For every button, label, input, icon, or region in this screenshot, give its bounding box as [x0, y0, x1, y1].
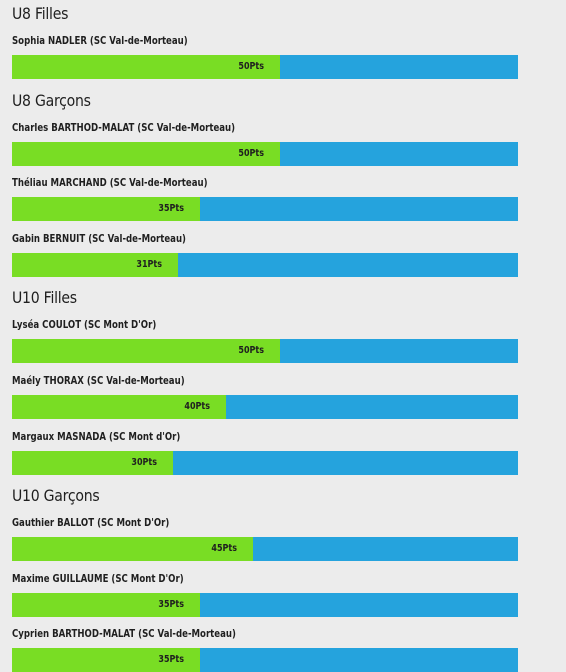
points-bar-fill: 35Pts — [12, 593, 200, 617]
athlete-name: Sophia NADLER (SC Val-de-Morteau) — [12, 34, 188, 47]
points-bar: 35Pts — [12, 593, 518, 617]
athlete-name: Théliau MARCHAND (SC Val-de-Morteau) — [12, 176, 208, 189]
category-title: U10 Filles — [12, 288, 77, 307]
points-bar: 35Pts — [12, 648, 518, 672]
points-label: 35Pts — [158, 203, 184, 214]
athlete-name: Gauthier BALLOT (SC Mont D'Or) — [12, 516, 170, 529]
points-bar-fill: 35Pts — [12, 197, 200, 221]
points-bar: 50Pts — [12, 142, 518, 166]
points-bar-fill: 35Pts — [12, 648, 200, 672]
points-label: 35Pts — [158, 599, 184, 610]
athlete-name: Maély THORAX (SC Val-de-Morteau) — [12, 374, 185, 387]
points-label: 35Pts — [158, 654, 184, 665]
points-bar-fill: 31Pts — [12, 253, 178, 277]
points-bar: 35Pts — [12, 197, 518, 221]
points-bar: 40Pts — [12, 395, 518, 419]
points-bar: 31Pts — [12, 253, 518, 277]
points-bar: 50Pts — [12, 339, 518, 363]
points-label: 31Pts — [136, 259, 162, 270]
athlete-name: Charles BARTHOD-MALAT (SC Val-de-Morteau… — [12, 121, 236, 134]
category-title: U8 Filles — [12, 4, 69, 23]
points-bar-fill: 50Pts — [12, 55, 280, 79]
points-bar-fill: 40Pts — [12, 395, 226, 419]
points-bar: 45Pts — [12, 537, 518, 561]
points-bar: 30Pts — [12, 451, 518, 475]
points-label: 30Pts — [131, 457, 157, 468]
athlete-name: Gabin BERNUIT (SC Val-de-Morteau) — [12, 232, 186, 245]
athlete-name: Maxime GUILLAUME (SC Mont D'Or) — [12, 572, 184, 585]
points-bar-fill: 30Pts — [12, 451, 173, 475]
points-bar-fill: 45Pts — [12, 537, 253, 561]
category-title: U8 Garçons — [12, 91, 91, 110]
points-label: 50Pts — [238, 61, 264, 72]
athlete-name: Cyprien BARTHOD-MALAT (SC Val-de-Morteau… — [12, 627, 236, 640]
athlete-name: Lyséa COULOT (SC Mont D'Or) — [12, 318, 157, 331]
points-bar-fill: 50Pts — [12, 142, 280, 166]
points-label: 50Pts — [238, 148, 264, 159]
category-title: U10 Garçons — [12, 486, 100, 505]
points-bar-fill: 50Pts — [12, 339, 280, 363]
points-label: 45Pts — [211, 543, 237, 554]
points-bar: 50Pts — [12, 55, 518, 79]
points-label: 50Pts — [238, 345, 264, 356]
athlete-name: Margaux MASNADA (SC Mont d'Or) — [12, 430, 181, 443]
points-label: 40Pts — [184, 401, 210, 412]
